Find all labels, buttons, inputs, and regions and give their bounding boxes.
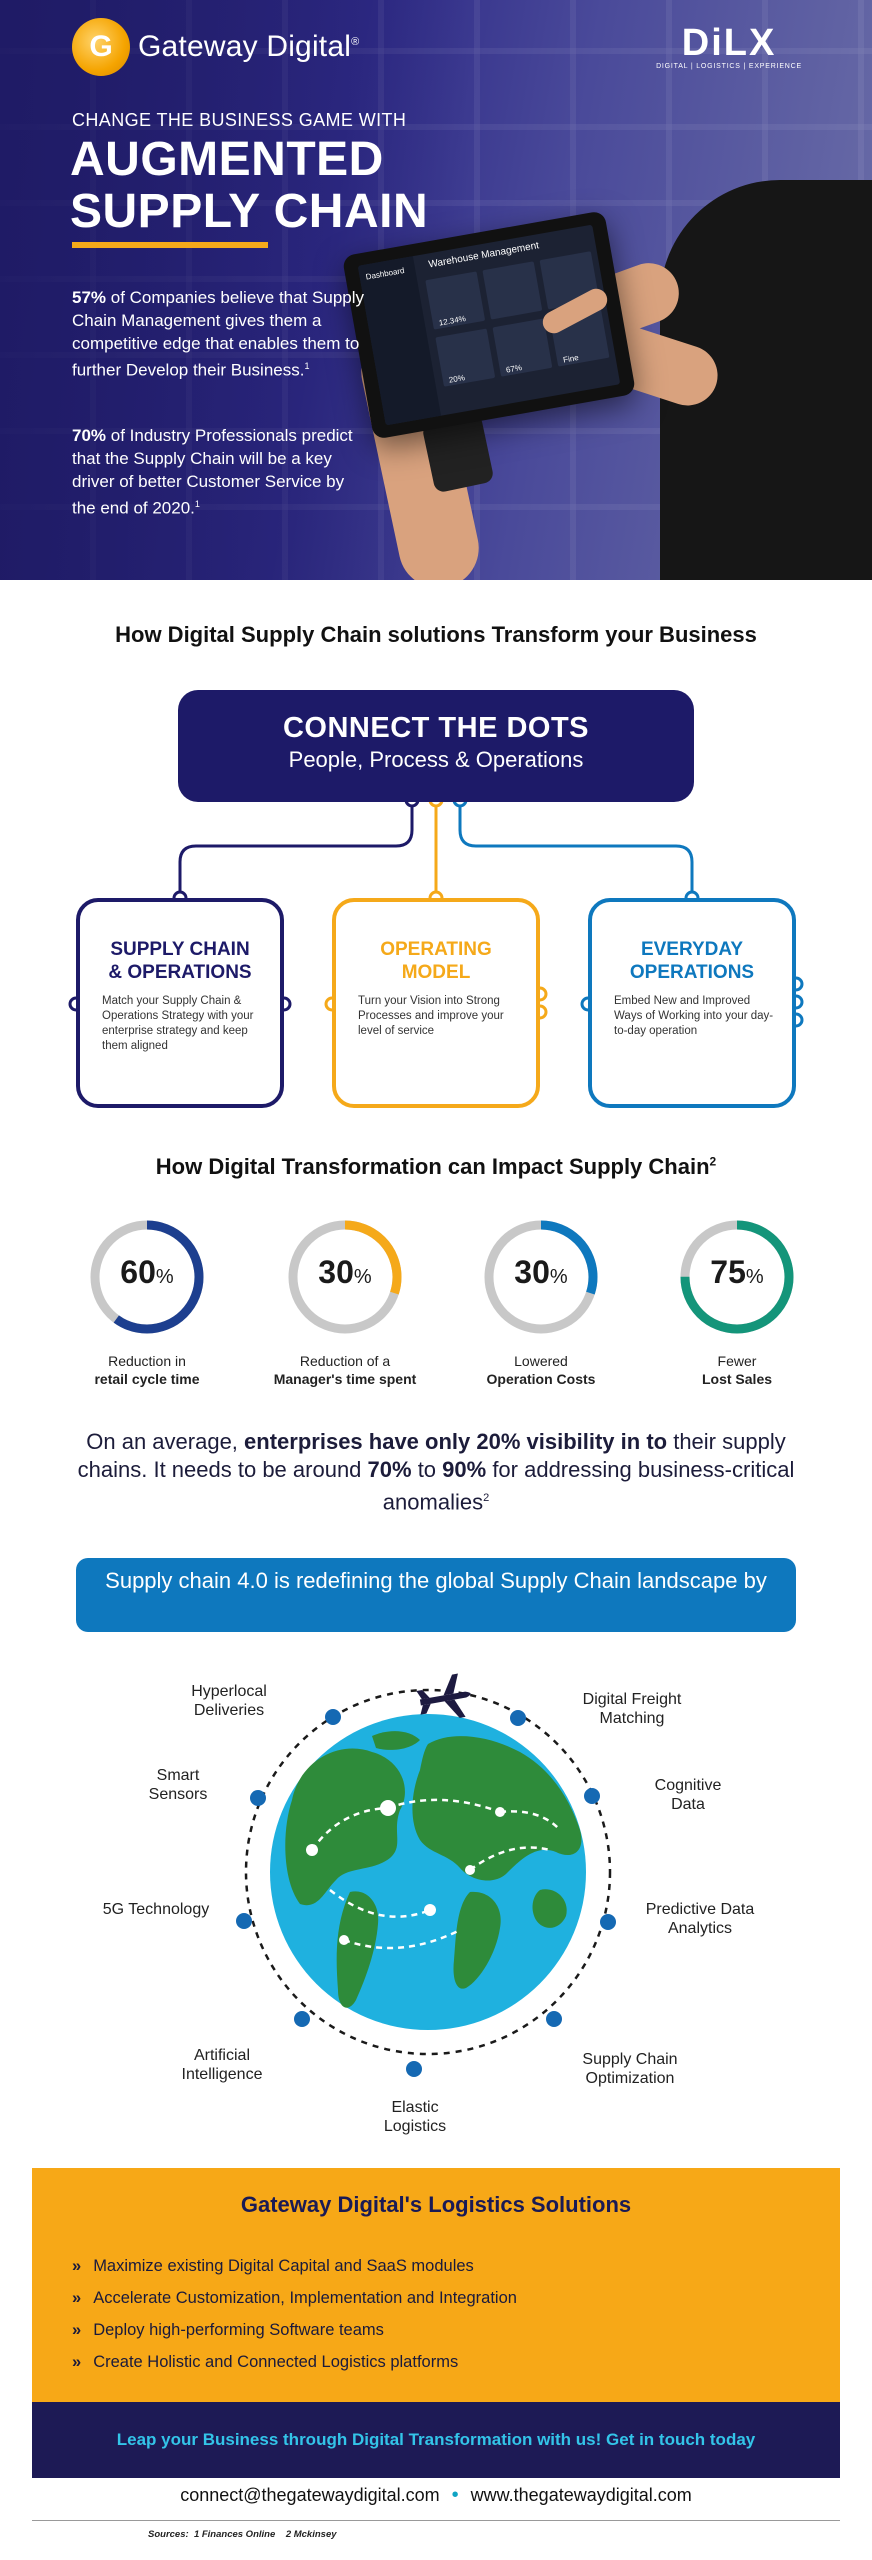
label-cognitive-data: Cognitive Data: [654, 1777, 722, 1813]
list-item: » Create Holistic and Connected Logistics…: [72, 2353, 459, 2371]
ring-fill: [680, 1220, 794, 1334]
dilx-logo[interactable]: DiLX DIGITAL | LOGISTICS | EXPERIENCE: [656, 22, 802, 70]
ring-value: 30%: [514, 1254, 568, 1290]
hero-headline: AUGMENTED SUPPLY CHAIN: [70, 133, 429, 238]
dilx-logo-text: DiLX: [681, 22, 777, 64]
dilx-logo-subtext: DIGITAL | LOGISTICS | EXPERIENCE: [656, 63, 802, 70]
label-smart-sensors: Smart Sensors: [148, 1767, 208, 1803]
label-artificial-intelligence: Artificial Intelligence: [181, 2047, 263, 2083]
label-elastic-logistics: Elastic Logistics: [383, 2099, 447, 2135]
chevron-right-icon: »: [72, 2257, 81, 2275]
list-item: » Accelerate Customization, Implementatio…: [72, 2289, 517, 2307]
globe-land: [453, 1891, 501, 1989]
list-item: » Deploy high-performing Software teams: [72, 2321, 384, 2339]
ring-fill: [90, 1220, 204, 1334]
section-title-transform: How Digital Supply Chain solutions Trans…: [115, 622, 757, 647]
hero-tagline: CHANGE THE BUSINESS GAME WITH: [72, 110, 407, 130]
card-title: OPERATING MODEL: [380, 939, 492, 983]
card-supply-chain-operations: SUPPLY CHAIN & OPERATIONS Match your Supp…: [76, 898, 284, 1108]
ring-label: Reduction of a Manager's time spent: [273, 1353, 417, 1387]
ring-label: Lowered Operation Costs: [486, 1353, 596, 1387]
label-supply-chain-optimization: Supply Chain Optimization: [582, 2051, 678, 2087]
card-title: SUPPLY CHAIN & OPERATIONS: [108, 939, 252, 983]
hero-banner: Dashboard Warehouse Management 12.34% 20…: [0, 0, 872, 580]
gateway-logo-mark: G: [72, 18, 130, 76]
supply-chain-4-banner: Supply chain 4.0 is redefining the globa…: [76, 1558, 796, 1632]
progress-ring: [90, 1220, 204, 1334]
chevron-right-icon: »: [72, 2289, 81, 2307]
list-item: » Maximize existing Digital Capital and S…: [72, 2257, 474, 2275]
card-operating-model: OPERATING MODEL Turn your Vision into Str…: [332, 898, 540, 1108]
hero-stat-1: 57% of Companies believe that Supply Cha…: [72, 288, 365, 380]
ring-value: 60%: [120, 1254, 174, 1290]
ring-label: Fewer Lost Sales: [701, 1353, 773, 1387]
progress-ring: [288, 1220, 402, 1334]
card-body: Turn your Vision into Strong Processes a…: [358, 995, 504, 1037]
connect-the-dots-subtitle: People, Process & Operations: [288, 747, 584, 772]
ring-fill: [288, 1220, 402, 1334]
sources-divider: [32, 2520, 840, 2521]
globe-land: [532, 1889, 567, 1928]
separator-dot: •: [451, 2484, 459, 2506]
card-body: Embed New and Improved Ways of Working i…: [614, 995, 774, 1037]
label-digital-freight-matching: Digital Freight Matching: [582, 1691, 682, 1727]
airplane-icon: [416, 1673, 471, 1718]
section-title-impact: How Digital Transformation can Impact Su…: [155, 1154, 717, 1179]
progress-ring: [484, 1220, 598, 1334]
connect-the-dots-title: CONNECT THE DOTS: [282, 712, 590, 744]
globe-illustration: [236, 1673, 616, 2077]
label-hyperlocal-deliveries: Hyperlocal Deliveries: [191, 1683, 267, 1719]
connect-the-dots-box: CONNECT THE DOTS People, Process & Opera…: [178, 690, 694, 802]
email-link[interactable]: connect@thegatewaydigital.com: [180, 2485, 440, 2505]
ring-value: 30%: [318, 1254, 372, 1290]
globe-land: [372, 1731, 420, 1750]
ring-fill: [484, 1220, 598, 1334]
cta-banner[interactable]: Leap your Business through Digital Trans…: [32, 2402, 840, 2478]
contact-line: connect@thegatewaydigital.com • www.thegat…: [0, 2484, 872, 2507]
sources: Sources: 1 Finances Online 2 Mckinsey: [148, 2529, 337, 2540]
label-5g-technology: 5G Technology: [102, 1901, 210, 1918]
card-title: EVERYDAY OPERATIONS: [629, 939, 755, 983]
globe-land: [285, 1748, 405, 1906]
headline-underline: [72, 242, 268, 248]
ring-value: 75%: [710, 1254, 764, 1290]
ring-label: Reduction in retail cycle time: [94, 1353, 200, 1387]
solutions-title: Gateway Digital's Logistics Solutions: [240, 2192, 632, 2217]
visibility-statement: On an average, enterprises have only 20%…: [77, 1429, 795, 1515]
card-body: Match your Supply Chain & Operations Str…: [102, 995, 254, 1052]
chevron-right-icon: »: [72, 2353, 81, 2371]
card-everyday-operations: EVERYDAY OPERATIONS Embed New and Improve…: [588, 898, 796, 1108]
website-link[interactable]: www.thegatewaydigital.com: [470, 2485, 692, 2505]
gateway-logo-text: Gateway Digital®: [138, 30, 360, 63]
chevron-right-icon: »: [72, 2321, 81, 2339]
label-predictive-data-analytics: Predictive Data Analytics: [645, 1901, 755, 1937]
progress-ring: [680, 1220, 794, 1334]
solutions-list: » Maximize existing Digital Capital and S…: [72, 2256, 517, 2384]
globe-land: [336, 1891, 379, 2008]
gateway-digital-logo[interactable]: G Gateway Digital®: [72, 18, 359, 76]
logistics-solutions-panel: Gateway Digital's Logistics Solutions » M…: [32, 2168, 840, 2402]
hero-stat-2: 70% of Industry Professionals predict th…: [72, 426, 353, 518]
